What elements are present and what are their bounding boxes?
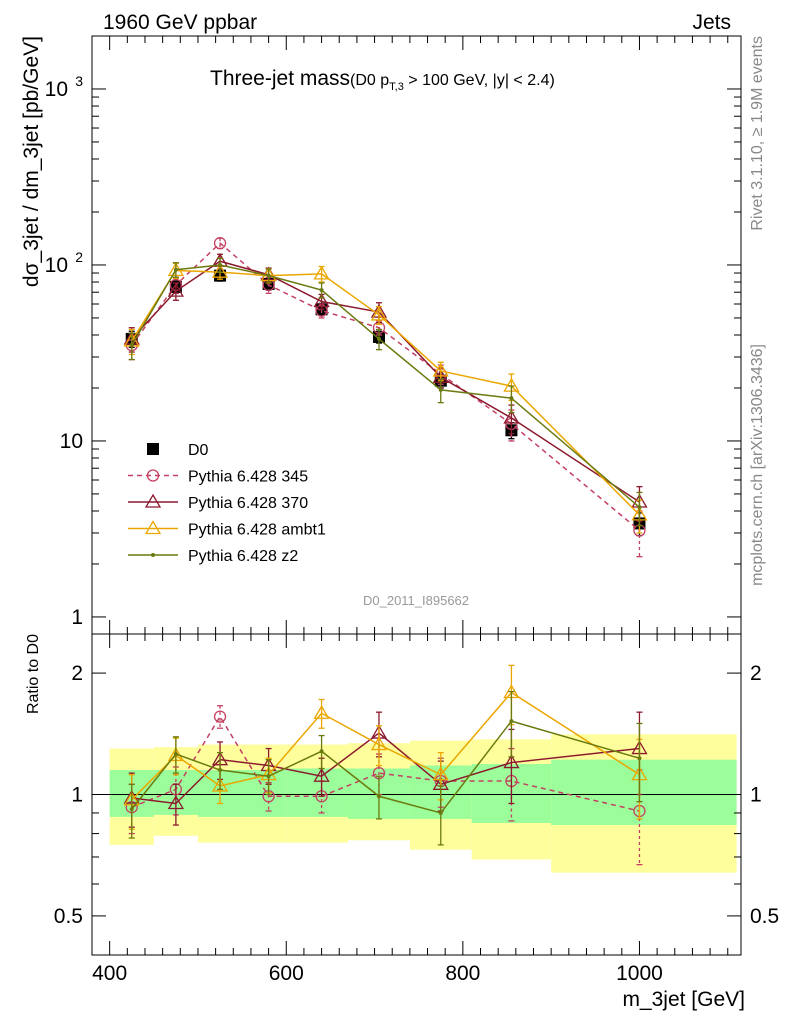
ratio-data-point: [173, 752, 178, 757]
main-data-point: [432, 362, 449, 377]
ratio-y-tick-label-right: 2: [750, 662, 762, 685]
chart-title: Three-jet mass(D0 pT,3 > 100 GeV, |y| < …: [210, 67, 555, 93]
legend-marker: [146, 469, 160, 482]
legend-entry: Pythia 6.428 345: [128, 469, 308, 486]
legend-marker: [147, 443, 159, 455]
ratio-y-tick-label-right: 0.5: [750, 905, 779, 928]
x-tick-label: 800: [445, 962, 480, 985]
ratio-uncertainty-bands: [109, 734, 737, 873]
main-data-point: [637, 505, 642, 510]
ratio-data-point: [376, 794, 381, 799]
main-data-point: [173, 267, 178, 272]
ratio-data-point: [313, 767, 330, 782]
ratio-data-point: [129, 807, 134, 812]
ratio-y-tick-label-left: 0.5: [54, 905, 83, 928]
legend-label: D0: [188, 442, 209, 459]
main-data-point: [313, 265, 330, 280]
ratio-data-point: [438, 810, 443, 815]
ratio-data-point: [509, 719, 514, 724]
ratio-data-point: [637, 756, 642, 761]
main-series-line: [131, 242, 640, 532]
ratio-axis-ticks: 0.5 0.5 1 1 2 2 400 600 800 1000: [54, 662, 779, 985]
main-data-point: [503, 409, 520, 424]
legend-label: Pythia 6.428 ambt1: [188, 522, 326, 539]
y-tick-label: 1: [71, 606, 83, 629]
x-tick-label: 1000: [616, 962, 663, 985]
legend-marker: [151, 553, 155, 557]
y-tick-exponent: 3: [75, 73, 83, 89]
y-tick-label: 10: [60, 430, 83, 453]
legend-label: Pythia 6.428 370: [188, 495, 308, 512]
main-data-point: [438, 387, 443, 392]
main-axis-ticks: 1 10 10 2 10 3: [45, 35, 741, 955]
legend-entry: Pythia 6.428 ambt1: [128, 520, 326, 539]
rivet-version-label: Rivet 3.1.10, ≥ 1.9M events: [749, 36, 766, 231]
main-plot-frame: [91, 35, 742, 635]
main-series-pythia-6-428-ambt1: [123, 262, 648, 534]
main-data-point: [167, 282, 185, 297]
ratio-data-point: [213, 710, 227, 723]
ratio-y-tick-label-right: 1: [750, 784, 762, 807]
ratio-data-point: [266, 774, 271, 779]
main-data-point: [218, 262, 223, 267]
legend-entry: Pythia 6.428 z2: [128, 548, 298, 565]
ratio-data-point: [167, 795, 185, 810]
ratio-data-point: [432, 766, 449, 781]
main-series-group: [123, 237, 648, 558]
chart-title-main: Three-jet mass: [210, 67, 350, 90]
main-series-pythia-6-428-z2: [128, 257, 643, 527]
y-tick-exponent: 2: [75, 249, 83, 265]
chart-subtitle-post: > 100 GeV, |y| < 2.4): [404, 72, 555, 89]
ratio-data-point: [503, 754, 520, 769]
header-left-label: 1960 GeV ppbar: [103, 11, 257, 34]
ratio-y-tick-label-left: 2: [71, 662, 83, 685]
main-data-point: [313, 293, 330, 308]
y-tick-label: 10: [45, 254, 68, 277]
chart-subtitle-sub: T,3: [389, 81, 404, 93]
legend-entry: Pythia 6.428 370: [128, 493, 308, 512]
ratio-data-point: [211, 777, 229, 792]
main-series-line: [131, 260, 640, 503]
mcplots-credit-label: mcplots.cern.ch [arXiv:1306.3436]: [749, 344, 766, 586]
main-data-point: [129, 343, 134, 348]
chart-subtitle-pre: (D0 p: [350, 72, 389, 89]
ratio-y-axis-label: Ratio to D0: [25, 634, 42, 714]
ratio-data-point: [370, 736, 388, 751]
main-data-point: [509, 396, 514, 401]
analysis-id-label: D0_2011_I895662: [363, 593, 469, 608]
legend-marker: [144, 520, 162, 535]
main-y-axis-label: dσ_3jet / dm_3jet [pb/GeV]: [20, 36, 43, 287]
ratio-y-tick-label-left: 1: [71, 784, 83, 807]
legend-label: Pythia 6.428 z2: [188, 548, 298, 565]
ratio-series-pythia-6-428-z2: [128, 690, 643, 846]
main-data-point: [213, 237, 227, 250]
x-axis-label: m_3jet [GeV]: [622, 988, 745, 1011]
legend-label: Pythia 6.428 345: [188, 469, 308, 486]
main-data-point: [319, 288, 324, 293]
inner-band-segment: [197, 770, 287, 817]
main-data-point: [376, 336, 381, 341]
ratio-series-group: [123, 664, 648, 866]
header-right-label: Jets: [692, 11, 731, 34]
legend-marker: [144, 493, 162, 508]
legend-entry: D0: [147, 442, 209, 459]
ratio-data-point: [319, 749, 324, 754]
x-tick-label: 600: [269, 962, 304, 985]
ratio-data-point: [313, 704, 330, 719]
main-data-point: [211, 263, 229, 278]
main-data-point: [370, 306, 388, 321]
ratio-data-point: [218, 768, 223, 773]
x-tick-label: 400: [92, 962, 127, 985]
legend: D0 Pythia 6.428 345 Pythia 6.428 370 Pythia…: [128, 442, 326, 565]
main-data-point: [266, 273, 271, 278]
y-tick-label: 10: [45, 78, 68, 101]
